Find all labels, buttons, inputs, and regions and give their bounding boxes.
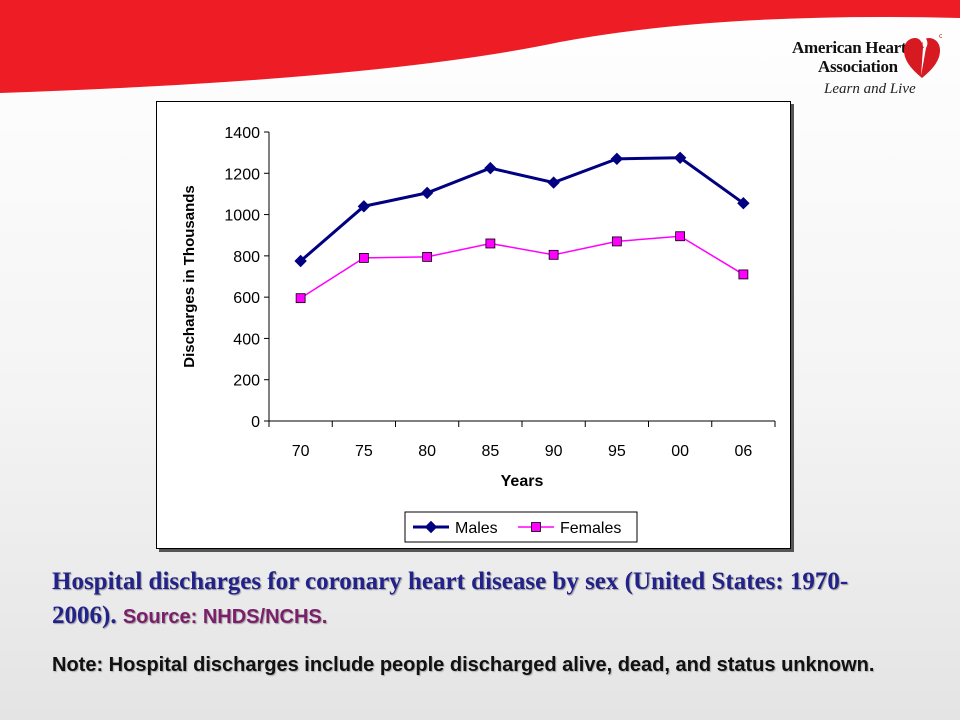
data-point-males — [673, 151, 687, 165]
series-line-females — [300, 235, 744, 299]
legend-marker-males — [424, 520, 438, 534]
data-point-females — [485, 238, 496, 249]
data-point-males — [610, 152, 624, 166]
heart-torch-icon — [904, 34, 942, 78]
x-tick-label: 80 — [418, 443, 436, 460]
x-tick-label: 95 — [608, 443, 626, 460]
legend-marker-females — [531, 522, 541, 532]
data-point-females — [675, 231, 686, 242]
y-axis-label: Discharges in Thousands — [181, 185, 198, 368]
series-females — [295, 231, 749, 304]
data-point-males — [357, 200, 371, 213]
y-axis: 0 200 400 600 800 1000 1200 1400 — [224, 125, 270, 431]
caption-title: Hospital discharges for coronary heart d… — [52, 568, 849, 629]
legend-label-males: Males — [455, 520, 498, 537]
x-tick-label: 85 — [481, 443, 499, 460]
data-point-males — [484, 161, 497, 175]
series-line-males — [299, 156, 745, 263]
y-tick-label: 1000 — [224, 208, 260, 225]
aha-logo: American Heart Association Learn and Liv… — [786, 30, 956, 102]
x-tick-label: 75 — [355, 443, 373, 460]
x-tick-label: 06 — [734, 443, 752, 460]
series-males — [294, 151, 750, 268]
data-point-females — [422, 251, 433, 262]
data-point-females — [295, 293, 306, 304]
logo-tagline: Learn and Live — [824, 81, 916, 97]
y-tick-label: 400 — [233, 331, 260, 348]
data-point-females — [358, 253, 369, 263]
chart-legend: Males Females — [404, 511, 638, 543]
logo-org-name-line1: American Heart — [792, 38, 907, 57]
line-chart: 0 200 400 600 800 1000 1200 1400 70 75 80 85 90 95 00… — [181, 125, 776, 543]
caption-source: Source: NHDS/NCHS. — [122, 606, 328, 628]
y-tick-label: 1400 — [224, 125, 260, 142]
data-point-females — [611, 236, 622, 247]
chart-frame: 0 200 400 600 800 1000 1200 1400 70 75 80 85 90 95 00… — [156, 101, 791, 549]
header-banner — [0, 0, 960, 93]
x-tick-label: 70 — [292, 443, 310, 460]
data-point-males — [420, 186, 434, 200]
x-tick-label: 00 — [671, 443, 689, 460]
data-point-females — [548, 249, 559, 260]
slide-note: Note: Hospital discharges include people… — [52, 654, 875, 676]
y-tick-label: 200 — [233, 373, 260, 390]
y-tick-label: 0 — [251, 414, 260, 431]
series-layer — [294, 151, 750, 304]
y-tick-label: 600 — [233, 290, 260, 307]
logo-org-name-line2: Association — [818, 57, 898, 76]
y-tick-label: 1200 — [224, 166, 260, 183]
data-point-males — [294, 254, 307, 268]
x-axis: 70 75 80 85 90 95 00 06 — [268, 420, 776, 460]
red-swoosh — [0, 0, 960, 93]
data-point-females — [738, 269, 749, 280]
x-axis-label: Years — [501, 473, 544, 490]
slide-caption: Hospital discharges for coronary heart d… — [52, 565, 912, 634]
y-tick-label: 800 — [233, 249, 260, 266]
legend-label-females: Females — [560, 520, 621, 537]
data-point-males — [547, 176, 560, 189]
x-tick-label: 90 — [545, 443, 563, 460]
data-point-males — [737, 197, 750, 210]
